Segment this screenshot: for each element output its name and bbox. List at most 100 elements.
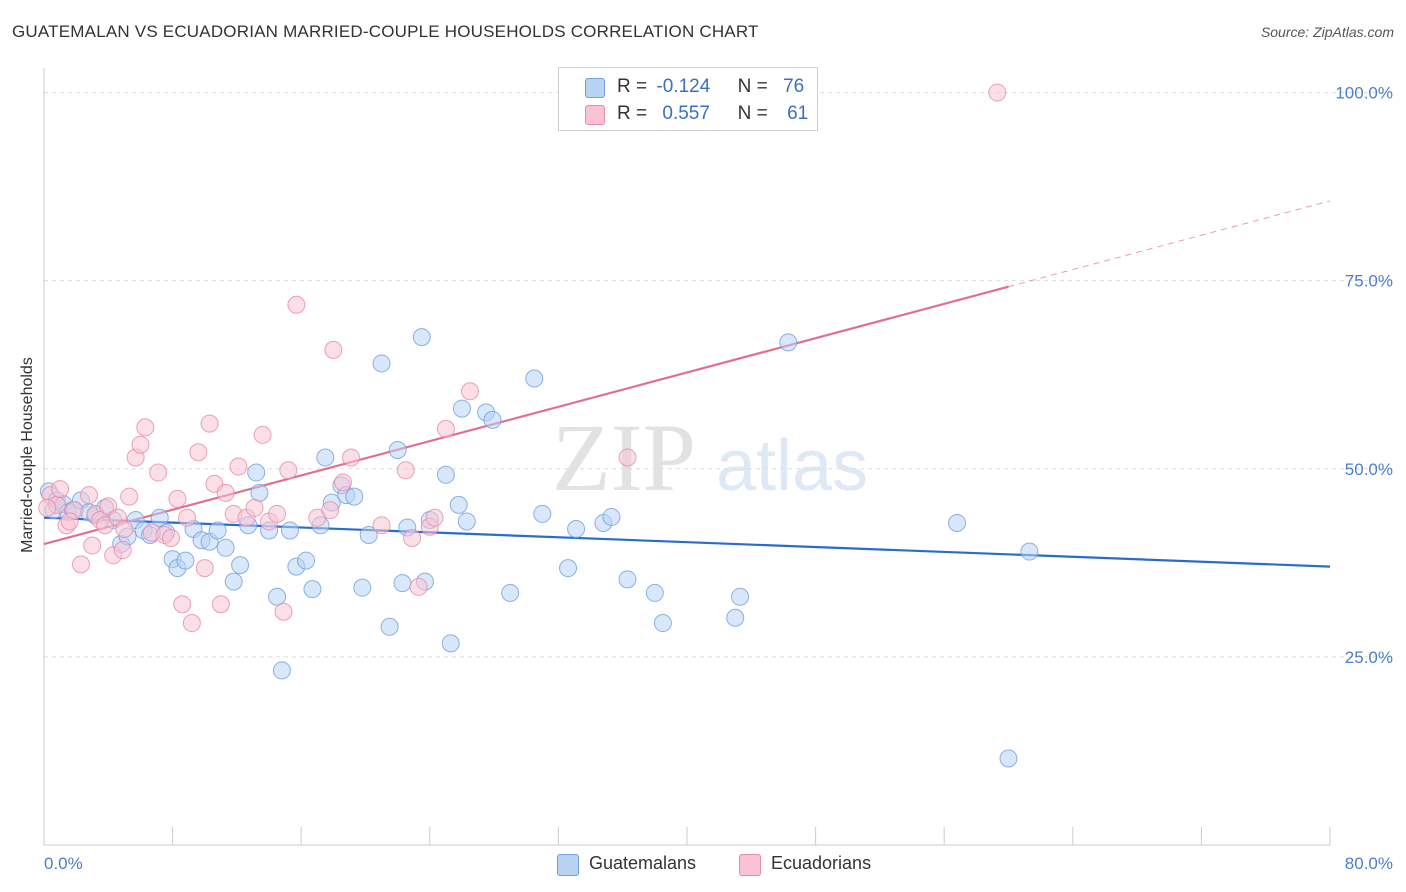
ecuadorian-point xyxy=(195,559,214,578)
x-tick-label: 0.0% xyxy=(44,854,83,873)
guatemalan-legend-label: Guatemalans xyxy=(589,853,697,873)
ecuadorian-point xyxy=(268,504,287,523)
ecuadorian-point xyxy=(245,498,264,517)
guatemalan-point xyxy=(948,513,967,532)
tick-labels: 25.0% 50.0% 75.0% 100.0% 0.0% 80.0% xyxy=(44,84,1393,873)
guatemalan-point xyxy=(567,519,586,538)
guatemalan-trend-line xyxy=(43,516,1331,568)
ecuadorian-trend-extension xyxy=(1008,200,1331,288)
trend-lines xyxy=(43,200,1331,568)
guatemalan-point xyxy=(224,572,243,591)
legend-r-label: R = xyxy=(617,103,648,124)
legend-n-value: 61 xyxy=(787,103,809,124)
ecuadorian-point xyxy=(274,602,293,621)
ecuadorian-point xyxy=(189,443,208,462)
legend-r-value: -0.124 xyxy=(656,76,711,97)
guatemalan-point xyxy=(280,521,299,540)
legend-n-label: N = xyxy=(737,103,768,124)
guatemalan-point xyxy=(231,556,250,575)
guatemalan-point xyxy=(999,749,1018,768)
ecuadorian-point xyxy=(173,595,192,614)
gridlines xyxy=(44,92,1392,658)
watermark-atlas: atlas xyxy=(716,426,868,506)
watermark: ZIP atlas xyxy=(552,404,868,511)
guatemalan-point xyxy=(483,410,502,429)
guatemalan-swatch xyxy=(585,78,605,98)
guatemalan-point xyxy=(150,508,169,527)
legend-r-value: 0.557 xyxy=(662,103,710,124)
guatemalan-point xyxy=(449,495,468,514)
ecuadorian-point xyxy=(38,498,57,517)
guatemalan-point xyxy=(525,369,544,388)
guatemalan-legend-swatch xyxy=(557,854,579,876)
legend-r-label: R = xyxy=(617,76,648,97)
legend-n-value: 76 xyxy=(783,76,805,97)
guatemalan-point xyxy=(645,583,664,602)
y-tick-label: 25.0% xyxy=(1345,648,1393,667)
guatemalan-point xyxy=(726,608,745,627)
ecuadorian-swatch xyxy=(585,105,605,125)
axes xyxy=(43,68,1331,846)
guatemalan-point xyxy=(602,507,621,526)
guatemalan-point xyxy=(412,328,431,347)
x-tick-label: 80.0% xyxy=(1345,854,1393,873)
ecuadorian-point xyxy=(425,508,444,527)
guatemalan-point xyxy=(380,617,399,636)
guatemalan-point xyxy=(436,465,455,484)
guatemalan-point xyxy=(316,448,335,467)
ecuadorian-point xyxy=(321,501,340,520)
ecuadorian-point xyxy=(131,435,150,454)
ecuadorian-trend-line xyxy=(43,285,1009,546)
guatemalan-point xyxy=(1020,542,1039,561)
ecuadorian-point xyxy=(618,448,637,467)
ecuadorian-legend-swatch xyxy=(739,854,761,876)
ecuadorian-point xyxy=(178,508,197,527)
ecuadorian-point xyxy=(80,486,99,505)
ecuadorian-point xyxy=(460,382,479,401)
ecuadorian-point xyxy=(120,487,139,506)
guatemalan-point xyxy=(345,487,364,506)
ecuadorian-point xyxy=(71,555,90,574)
ecuadorian-point xyxy=(279,461,298,480)
guatemalan-point xyxy=(353,578,372,597)
ecuadorian-point xyxy=(988,83,1007,102)
ecuadorian-point xyxy=(115,519,134,538)
ecuadorian-point xyxy=(324,340,343,359)
ecuadorian-point xyxy=(60,512,79,531)
ecuadorian-point xyxy=(253,425,272,444)
guatemalan-point xyxy=(731,587,750,606)
ecuadorian-point xyxy=(161,529,180,548)
guatemalan-point xyxy=(176,551,195,570)
guatemalan-point xyxy=(303,580,322,599)
source-label: Source: ZipAtlas.com xyxy=(1260,24,1394,40)
legend-n-label: N = xyxy=(737,76,768,97)
ecuadorian-point xyxy=(149,463,168,482)
correlation-legend: R = -0.124 N = 76 R = 0.557 N = 61 xyxy=(558,67,818,131)
ecuadorian-point xyxy=(216,483,235,502)
guatemalan-point xyxy=(208,521,227,540)
guatemalan-point xyxy=(388,440,407,459)
ecuadorian-point xyxy=(333,473,352,492)
ecuadorian-point xyxy=(436,419,455,438)
data-points xyxy=(38,83,1039,768)
ecuadorian-point xyxy=(113,541,132,560)
guatemalan-point xyxy=(618,570,637,589)
ecuadorian-legend-label: Ecuadorians xyxy=(771,853,872,873)
y-tick-label: 100.0% xyxy=(1335,84,1393,103)
guatemalan-point xyxy=(457,512,476,531)
ecuadorian-point xyxy=(409,577,428,596)
ecuadorian-point xyxy=(51,480,70,499)
ecuadorian-point xyxy=(83,536,102,555)
ecuadorian-point xyxy=(168,489,187,508)
guatemalan-point xyxy=(653,614,672,633)
guatemalan-point xyxy=(441,634,460,653)
chart-title: GUATEMALAN VS ECUADORIAN MARRIED-COUPLE … xyxy=(12,22,759,41)
guatemalan-point xyxy=(533,504,552,523)
ecuadorian-point xyxy=(403,529,422,548)
y-tick-label: 50.0% xyxy=(1345,460,1393,479)
ecuadorian-point xyxy=(396,461,415,480)
guatemalan-point xyxy=(272,661,291,680)
ecuadorian-point xyxy=(229,457,248,476)
ecuadorian-point xyxy=(287,295,306,314)
guatemalan-point xyxy=(359,526,378,544)
